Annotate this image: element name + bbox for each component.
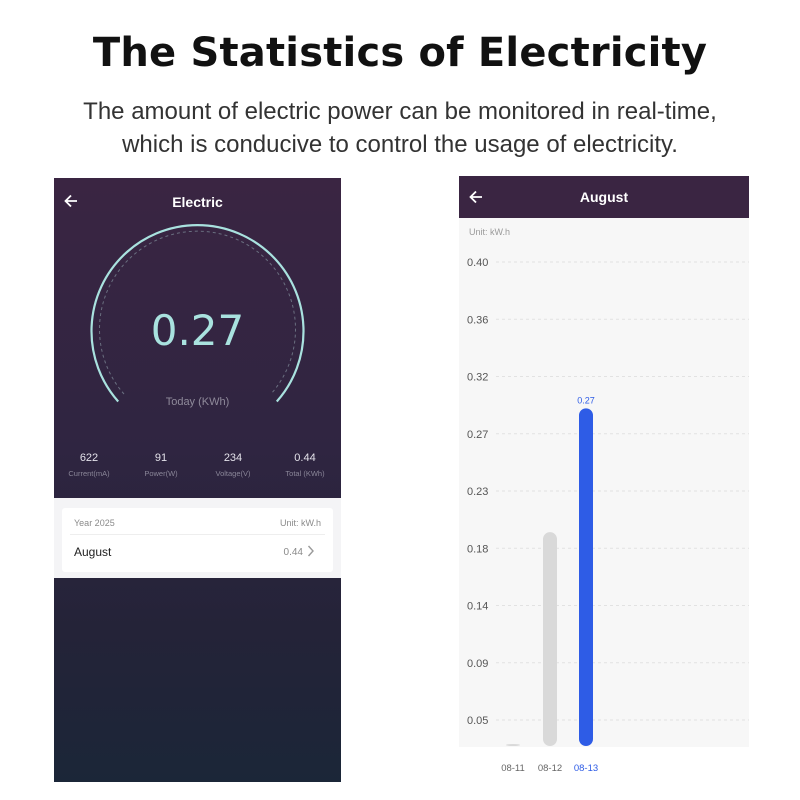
y-tick-label: 0.32 xyxy=(467,372,488,384)
stat-power: 91 Power(W) xyxy=(126,452,196,478)
today-energy-caption: Today (KWh) xyxy=(165,396,230,408)
stat-total: 0.44 Total (KWh) xyxy=(270,452,340,478)
stat-value: 234 xyxy=(223,452,243,464)
y-tick-label: 0.14 xyxy=(467,601,488,613)
stat-value: 91 xyxy=(154,452,168,464)
x-tick-label: 08-12 xyxy=(538,763,562,774)
bar-08-13 xyxy=(579,408,593,746)
y-tick-label: 0.09 xyxy=(467,658,488,670)
stat-value: 622 xyxy=(79,452,99,464)
year-label: Year 2025 xyxy=(74,518,115,528)
y-tick-label: 0.05 xyxy=(467,715,488,727)
top-bar: Electric xyxy=(54,178,341,226)
headline-subtitle-line2: which is conducive to control the usage … xyxy=(122,131,678,158)
energy-gauge xyxy=(90,224,305,403)
daily-usage-bar-chart: 0.40 0.36 0.32 0.27 0.23 0.18 0.14 0.09 0.05 08-1… xyxy=(467,257,749,774)
y-tick-label: 0.23 xyxy=(467,486,488,498)
stat-label: Total (KWh) xyxy=(285,469,325,478)
headline-subtitle-line1: The amount of electric power can be moni… xyxy=(83,98,717,125)
today-energy-value: 0.27 xyxy=(150,306,245,355)
unit-label: Unit: kW.h xyxy=(279,518,321,528)
y-tick-label: 0.40 xyxy=(467,257,488,269)
bar-08-11 xyxy=(506,744,520,746)
back-arrow-icon[interactable] xyxy=(62,190,80,212)
screen-title: Electric xyxy=(172,194,223,210)
x-tick-label: 08-13 xyxy=(574,763,598,774)
stat-voltage: 234 Voltage(V) xyxy=(198,452,268,478)
x-tick-label: 08-11 xyxy=(501,763,525,774)
month-total: 0.44 xyxy=(283,547,303,558)
stat-label: Current(mA) xyxy=(68,469,110,478)
bar-08-12 xyxy=(543,532,557,746)
electric-screen: Electric 0.27 Today (KWh) 622 Current(mA… xyxy=(54,178,341,782)
monthly-chart-screen: August Unit: kW.h xyxy=(459,176,749,747)
stat-value: 0.44 xyxy=(294,452,316,464)
stat-label: Voltage(V) xyxy=(215,469,251,478)
divider xyxy=(70,534,325,535)
chevron-right-icon xyxy=(307,544,315,561)
month-label: August xyxy=(74,545,112,559)
headline-title: The Statistics of Electricity xyxy=(92,30,708,76)
y-tick-label: 0.27 xyxy=(467,429,488,441)
unit-label: Unit: kW.h xyxy=(469,227,511,237)
top-bar: August xyxy=(459,176,749,218)
y-tick-label: 0.18 xyxy=(467,543,488,555)
bar-data-label: 0.27 xyxy=(577,395,595,405)
screen-title: August xyxy=(579,189,629,205)
monthly-summary-card[interactable]: Year 2025 Unit: kW.h August 0.44 xyxy=(62,508,333,572)
y-tick-label: 0.36 xyxy=(467,314,488,326)
stats-row: 622 Current(mA) 91 Power(W) 234 Voltage(… xyxy=(54,452,341,486)
stat-label: Power(W) xyxy=(144,469,178,478)
back-arrow-icon[interactable] xyxy=(467,186,485,208)
stat-current: 622 Current(mA) xyxy=(54,452,124,478)
